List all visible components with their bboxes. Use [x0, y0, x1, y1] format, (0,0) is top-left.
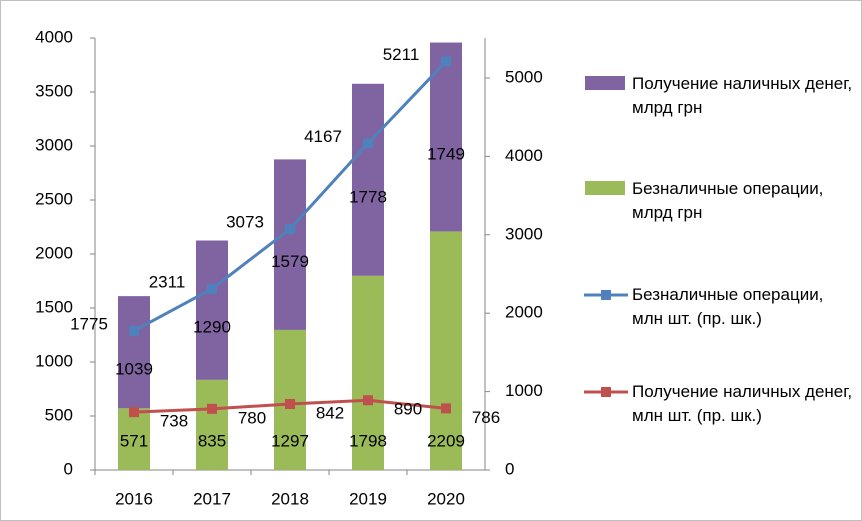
y-tick-label: 3500 — [35, 81, 73, 100]
bar-segment — [274, 159, 306, 330]
data-label: 2311 — [149, 272, 186, 291]
x-tick-label: 2020 — [427, 489, 465, 508]
legend-marker — [601, 387, 611, 397]
bar-segment — [430, 231, 462, 470]
legend-label: Безналичные операции, млн шт. (пр. шк.) — [632, 285, 824, 328]
line-marker — [207, 403, 217, 414]
bar-segment — [118, 408, 150, 470]
data-label: 738 — [160, 412, 188, 431]
bar-segment — [196, 379, 228, 470]
legend-label: Получение наличных денег, млн шт. (пр. ш… — [632, 382, 853, 425]
bar-segment — [352, 275, 384, 470]
data-label: 780 — [238, 408, 266, 427]
data-label: 1749 — [427, 144, 465, 163]
y2-tick-label: 0 — [505, 459, 514, 478]
y-tick-label: 3000 — [35, 135, 73, 154]
line-marker — [285, 224, 295, 235]
data-label: 1290 — [193, 318, 231, 337]
data-label: 842 — [316, 403, 344, 422]
line-marker — [129, 407, 139, 418]
legend-swatch — [585, 76, 625, 90]
data-label: 786 — [472, 408, 500, 427]
bar-segment — [352, 83, 384, 276]
data-label: 835 — [198, 431, 226, 450]
data-label: 4167 — [304, 127, 342, 146]
legend-marker — [601, 290, 611, 300]
data-label: 1778 — [349, 187, 387, 206]
line-marker — [441, 56, 451, 67]
line-marker — [207, 283, 217, 294]
data-label: 5211 — [383, 45, 420, 64]
x-tick-label: 2016 — [115, 489, 153, 508]
data-label: 2209 — [427, 431, 465, 450]
y-tick-label: 0 — [64, 459, 73, 478]
bar-segment — [430, 42, 462, 232]
y2-tick-label: 2000 — [505, 303, 543, 322]
y-tick-label: 1500 — [35, 297, 73, 316]
data-label: 890 — [394, 400, 422, 419]
y2-tick-label: 4000 — [505, 146, 543, 165]
y-tick-label: 2500 — [35, 189, 73, 208]
data-label: 1297 — [271, 431, 309, 450]
data-label: 1798 — [349, 431, 387, 450]
line-marker — [285, 398, 295, 409]
x-tick-label: 2018 — [271, 489, 309, 508]
data-label: 3073 — [226, 213, 264, 232]
y-tick-label: 4000 — [35, 27, 73, 46]
legend-label: Получение наличных денег, млрд грн — [632, 74, 853, 117]
data-label: 1039 — [115, 360, 153, 379]
line-marker — [129, 325, 139, 336]
bar-segment — [118, 296, 150, 409]
legend-label: Безналичные операции, млрд грн — [632, 179, 824, 222]
line-marker — [441, 403, 451, 414]
bar-segment — [196, 240, 228, 380]
y2-tick-label: 3000 — [505, 224, 543, 243]
y-tick-label: 2000 — [35, 243, 73, 262]
y-tick-label: 500 — [45, 405, 73, 424]
line-marker — [363, 138, 373, 149]
y-tick-label: 1000 — [35, 351, 73, 370]
x-tick-label: 2017 — [193, 489, 231, 508]
line-marker — [363, 395, 373, 406]
y2-tick-label: 1000 — [505, 381, 543, 400]
data-label: 1775 — [70, 314, 108, 333]
legend-swatch — [585, 181, 625, 195]
y2-tick-label: 5000 — [505, 67, 543, 86]
data-label: 1579 — [271, 252, 309, 271]
x-tick-label: 2019 — [349, 489, 387, 508]
data-label: 571 — [120, 431, 148, 450]
